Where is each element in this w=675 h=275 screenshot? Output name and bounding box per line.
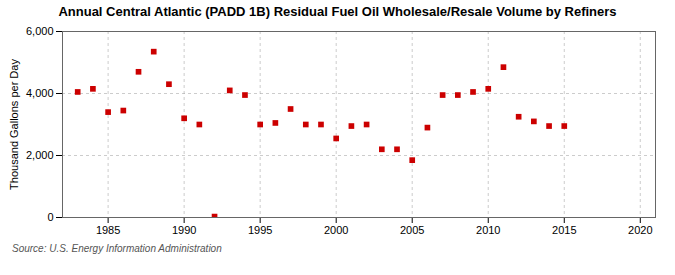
svg-text:2020: 2020 — [628, 224, 652, 236]
svg-text:1985: 1985 — [96, 224, 120, 236]
html-text:Annual Central Atlantic (PADD: Annual Central Atlantic (PADD 1B) Residu… — [58, 4, 617, 19]
svg-text:2,000: 2,000 — [26, 149, 54, 161]
svg-text:6,000: 6,000 — [26, 25, 54, 37]
svg-text:1995: 1995 — [248, 224, 272, 236]
html-text:Source: U.S. Energy Informatio: Source: U.S. Energy Information Administ… — [12, 243, 222, 254]
svg-text:2000: 2000 — [324, 224, 348, 236]
svg-text:4,000: 4,000 — [26, 87, 54, 99]
svg-text:2015: 2015 — [552, 224, 576, 236]
svg-text:0: 0 — [47, 211, 53, 223]
svg-text:2010: 2010 — [476, 224, 500, 236]
svg-text:Thousand Gallons per Day: Thousand Gallons per Day — [8, 59, 20, 190]
svg-text:2005: 2005 — [400, 224, 424, 236]
svg-text:1990: 1990 — [172, 224, 196, 236]
